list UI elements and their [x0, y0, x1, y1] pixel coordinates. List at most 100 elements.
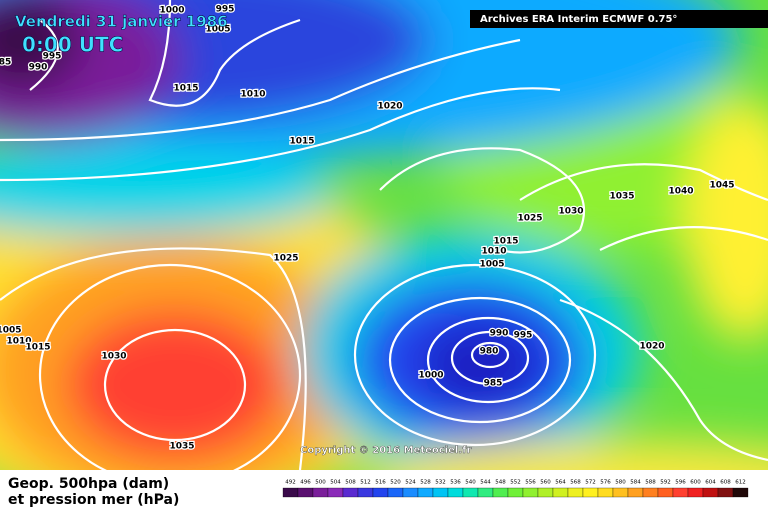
isobar-label: 985 — [484, 379, 503, 389]
isobar-label: 980 — [480, 347, 499, 357]
scale-label: 552 — [510, 480, 521, 486]
source: Archives ERA Interim ECMWF 0.75° — [480, 14, 677, 25]
scale-label: 576 — [600, 480, 611, 486]
scale-label: 608 — [720, 480, 731, 486]
scale-label: 504 — [330, 480, 341, 486]
scale-swatch — [552, 487, 569, 498]
isobar-label: 1015 — [25, 343, 50, 353]
scale-swatch — [387, 487, 404, 498]
isobar-label: 995 — [43, 52, 62, 62]
scale-label: 560 — [540, 480, 551, 486]
scale-label: 592 — [660, 480, 671, 486]
scale-label: 496 — [300, 480, 311, 486]
isobar-label: 1015 — [289, 137, 314, 147]
scale-swatch — [342, 487, 359, 498]
scale-label: 524 — [405, 480, 416, 486]
scale-label: 596 — [675, 480, 686, 486]
isobar-label: 1020 — [377, 102, 402, 112]
scale-label: 600 — [690, 480, 701, 486]
scale-swatch — [432, 487, 449, 498]
scale-label: 548 — [495, 480, 506, 486]
scale-swatch — [687, 487, 704, 498]
scale-swatch — [477, 487, 494, 498]
isobar-label: 1005 — [479, 260, 504, 270]
legend-line2: et pression mer (hPa) — [8, 492, 179, 508]
isobar-label: 1035 — [609, 192, 634, 202]
scale-swatch — [522, 487, 539, 498]
isobar-label: 1025 — [273, 254, 298, 264]
scale-swatch — [312, 487, 329, 498]
scale-label: 500 — [315, 480, 326, 486]
isobar-label: 1010 — [240, 90, 265, 100]
scale-swatch — [642, 487, 659, 498]
scale-label: 508 — [345, 480, 356, 486]
color-scale: 492 496 500 504 508 512 516 520 524 528 532 536 540 5… — [282, 480, 749, 498]
scale-swatch — [582, 487, 599, 498]
scale-swatch — [402, 487, 419, 498]
scale-swatch — [357, 487, 374, 498]
isobar-label: 990 — [490, 329, 509, 339]
scale-swatch — [462, 487, 479, 498]
source-box — [470, 10, 768, 28]
scale-swatch — [627, 487, 644, 498]
scale-label: 580 — [615, 480, 626, 486]
copyright: Copyright © 2016 Meteociel.fr — [300, 445, 471, 456]
isobar-label: 1000 — [159, 6, 184, 16]
scale-label: 568 — [570, 480, 581, 486]
legend-line1: Geop. 500hpa (dam) — [8, 476, 169, 492]
date: Vendredi 31 janvier 1986 — [15, 13, 228, 31]
scale-swatch — [717, 487, 734, 498]
scale-swatch — [657, 487, 674, 498]
scale-label: 512 — [360, 480, 371, 486]
isobar-label: 1005 — [205, 25, 230, 35]
scale-swatch — [327, 487, 344, 498]
scale-label: 528 — [420, 480, 431, 486]
scale-swatch — [732, 487, 749, 498]
scale-label: 572 — [585, 480, 596, 486]
isobar-label: 85 — [0, 58, 11, 68]
scale-swatch — [447, 487, 464, 498]
scale-label: 536 — [450, 480, 461, 486]
scale-swatch — [507, 487, 524, 498]
isobar-label: 1010 — [6, 337, 31, 347]
scale-label: 584 — [630, 480, 641, 486]
isobar-label: 995 — [514, 331, 533, 341]
isobar-label: 1020 — [639, 342, 664, 352]
time: 0:00 UTC — [22, 33, 123, 57]
scale-swatch — [297, 487, 314, 498]
scale-label: 520 — [390, 480, 401, 486]
isobar-label: 990 — [29, 63, 48, 73]
scale-swatch — [612, 487, 629, 498]
scale-label: 604 — [705, 480, 716, 486]
isobar-label: 1030 — [101, 352, 126, 362]
isobar-label: 1040 — [668, 187, 693, 197]
scale-label: 540 — [465, 480, 476, 486]
scale-swatch — [372, 487, 389, 498]
scale-swatch — [417, 487, 434, 498]
isobar-label: 1000 — [418, 371, 443, 381]
scale-swatch — [537, 487, 554, 498]
scale-label: 516 — [375, 480, 386, 486]
scale-swatch — [567, 487, 584, 498]
scale-swatch — [672, 487, 689, 498]
scale-swatch — [702, 487, 719, 498]
isobar-label: 1045 — [709, 181, 734, 191]
isobar-label: 1015 — [493, 237, 518, 247]
scale-swatch — [492, 487, 509, 498]
scale-label: 556 — [525, 480, 536, 486]
isobar-label: 1015 — [173, 84, 198, 94]
scale-label: 492 — [285, 480, 296, 486]
isobar-label: 1025 — [517, 214, 542, 224]
scale-swatch — [597, 487, 614, 498]
scale-label: 532 — [435, 480, 446, 486]
isobars — [0, 0, 768, 470]
isobar-labels: 1000 995100599599085101510101020101510251… — [0, 3, 736, 453]
isobar-label: 1035 — [169, 442, 194, 452]
scale-label: 564 — [555, 480, 566, 486]
isobar-label: 1010 — [481, 247, 506, 257]
isobar-label: 1005 — [0, 326, 22, 336]
scale-label: 544 — [480, 480, 491, 486]
